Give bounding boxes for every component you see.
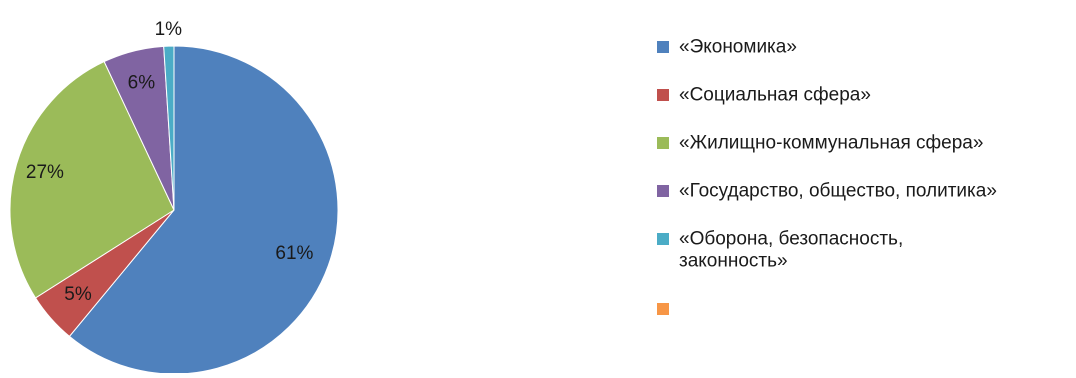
legend-label: «Государство, общество, политика»: [679, 181, 997, 202]
pie-data-label: 61%: [275, 243, 313, 264]
legend-item: «Экономика»: [657, 37, 797, 58]
legend-label: «Жилищно-коммунальная сфера»: [679, 133, 983, 154]
legend-swatch: [657, 41, 669, 53]
pie-data-label: 6%: [128, 72, 156, 93]
pie-slice: [163, 45, 175, 211]
pie-data-label: 1%: [155, 19, 183, 40]
pie-slice: [68, 45, 339, 375]
legend-label: «Оборона, безопасность,: [679, 229, 903, 250]
legend-swatch: [657, 233, 669, 245]
legend-swatch: [657, 89, 669, 101]
legend-item: «Жилищно-коммунальная сфера»: [657, 133, 983, 154]
legend-item: «Социальная сфера»: [657, 85, 871, 106]
legend-label: законность»: [679, 251, 788, 272]
pie-data-labels: 61% 5% 27% 6% 1%: [26, 19, 314, 305]
legend-item: «Оборона, безопасность,законность»: [657, 229, 903, 272]
legend-swatch: [657, 137, 669, 149]
legend-label: «Социальная сфера»: [679, 85, 871, 106]
pie-slice: [9, 60, 175, 299]
legend-swatch: [657, 185, 669, 197]
legend: «Экономика» «Социальная сфера» «Жилищно-к…: [657, 37, 997, 315]
legend-swatch: [657, 303, 669, 315]
legend-item: [657, 303, 669, 315]
pie-data-label: 27%: [26, 162, 64, 183]
pie-slices: [9, 45, 339, 375]
legend-item: «Государство, общество, политика»: [657, 181, 997, 202]
pie-data-label: 5%: [64, 284, 92, 305]
legend-label: «Экономика»: [679, 37, 797, 58]
